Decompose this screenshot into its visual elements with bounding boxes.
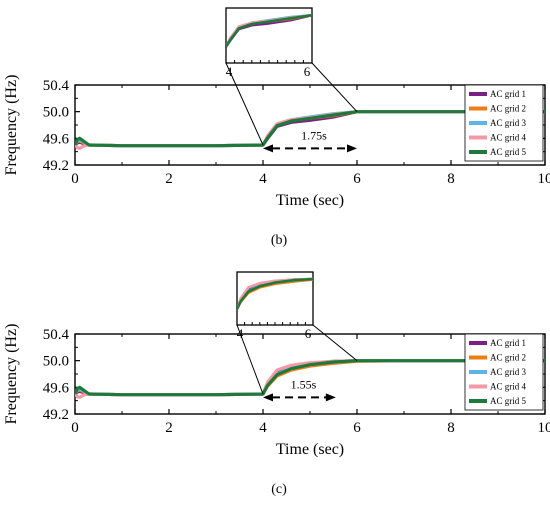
panel-label: (c) xyxy=(271,482,287,497)
duration-label: 1.75s xyxy=(301,128,327,142)
x-tick-label: 0 xyxy=(71,420,79,436)
legend-entry: AC grid 1 xyxy=(490,338,526,348)
inset-series-group xyxy=(226,13,312,48)
inset-tick-label: 4 xyxy=(226,64,233,79)
x-tick-label: 8 xyxy=(447,420,455,436)
y-axis-title: Frequency (Hz) xyxy=(3,75,20,176)
x-tick-label: 8 xyxy=(447,171,455,187)
legend-entry: AC grid 4 xyxy=(490,133,527,143)
legend-entry: AC grid 5 xyxy=(490,147,527,157)
inset-series-group xyxy=(237,277,313,310)
zoom-connector-right xyxy=(311,62,358,113)
x-axis-title: Time (sec) xyxy=(276,192,344,209)
y-tick-label: 49.6 xyxy=(43,380,70,396)
y-tick-label: 49.2 xyxy=(43,158,69,174)
y-tick-label: 50.4 xyxy=(43,78,70,94)
y-tick-label: 49.6 xyxy=(43,131,70,147)
series-line-5 xyxy=(75,110,545,148)
inset-tick-label: 6 xyxy=(305,326,312,341)
x-tick-label: 6 xyxy=(353,171,361,187)
legend-entry: AC grid 5 xyxy=(490,396,527,406)
duration-arrow-head-right xyxy=(325,393,336,402)
x-axis-title: Time (sec) xyxy=(276,441,344,458)
panel-label: (b) xyxy=(271,233,288,248)
series-group xyxy=(75,359,545,399)
chart-panel-b: 0 2 4 6 8 10 49.2 49.6 50.0 50.4 Time (sec) Frequen… xyxy=(3,7,550,248)
duration-arrow-head-left xyxy=(263,144,273,153)
duration-arrow-head-right xyxy=(347,144,357,153)
chart-panel-c: 0 2 4 6 8 10 49.2 49.6 50.0 50.4 Time (sec) Frequen… xyxy=(3,271,550,497)
x-tick-label: 4 xyxy=(259,171,267,187)
y-tick-label: 49.2 xyxy=(43,407,69,423)
x-tick-label: 6 xyxy=(353,420,361,436)
legend-entry: AC grid 2 xyxy=(490,353,526,363)
x-tick-label: 10 xyxy=(538,171,550,187)
y-tick-label: 50.0 xyxy=(43,354,69,370)
y-tick-label: 50.4 xyxy=(43,327,70,343)
duration-arrow-head-left xyxy=(263,393,273,402)
zoom-connector-right xyxy=(312,324,358,362)
legend-entry: AC grid 4 xyxy=(490,382,527,392)
series-group xyxy=(75,110,545,150)
series-line-5 xyxy=(75,359,545,397)
x-tick-label: 0 xyxy=(71,171,79,187)
duration-label: 1.55s xyxy=(291,377,317,391)
inset-series-line-5 xyxy=(237,277,313,310)
y-tick-label: 50.0 xyxy=(43,105,69,121)
inset-tick-label: 6 xyxy=(304,64,311,79)
inset-series-line-5 xyxy=(226,13,312,48)
zoom-connector-left xyxy=(236,324,264,395)
x-tick-label: 10 xyxy=(538,420,550,436)
inset-tick-label: 4 xyxy=(237,326,244,341)
y-axis-title: Frequency (Hz) xyxy=(3,324,20,425)
legend-entry: AC grid 3 xyxy=(490,367,527,377)
x-tick-label: 2 xyxy=(165,171,173,187)
legend-entry: AC grid 1 xyxy=(490,89,526,99)
legend-entry: AC grid 3 xyxy=(490,118,527,128)
zoom-connector-left xyxy=(225,62,264,146)
x-tick-label: 2 xyxy=(165,420,173,436)
legend-entry: AC grid 2 xyxy=(490,104,526,114)
x-tick-label: 4 xyxy=(259,420,267,436)
